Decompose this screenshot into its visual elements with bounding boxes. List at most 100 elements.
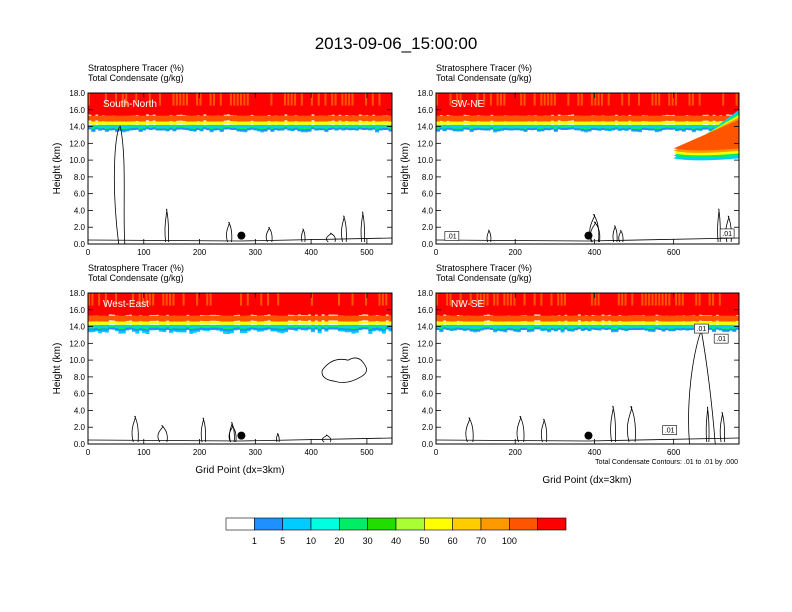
tracer-cell — [691, 129, 696, 132]
tracer-cell — [698, 115, 703, 122]
tracer-cell — [496, 115, 501, 123]
tracer-cell — [233, 293, 238, 316]
tracer-cell — [192, 321, 197, 326]
tracer-cell — [449, 326, 454, 329]
tracer-cell — [321, 93, 326, 116]
tracer-cell — [675, 127, 679, 130]
tracer-cell — [614, 321, 619, 327]
tracer-cell — [658, 321, 663, 325]
tracer-cell — [118, 115, 123, 123]
tracer-cell — [459, 121, 464, 126]
tracer-cell — [243, 315, 248, 323]
tracer-cell — [449, 328, 454, 331]
tracer-cell — [580, 128, 585, 131]
tracer-cell — [290, 325, 295, 328]
tracer-cell — [169, 315, 174, 323]
tracer-cell — [165, 327, 170, 330]
tracer-cell — [253, 315, 258, 321]
tracer-cell — [297, 128, 302, 131]
tracer-cell — [550, 121, 555, 125]
tracer-cell — [600, 293, 605, 315]
tracer-cell — [263, 326, 268, 329]
tracer-cell — [631, 115, 636, 123]
tracer-cell — [209, 321, 214, 325]
tracer-streak — [543, 93, 546, 106]
tracer-cell — [584, 326, 589, 329]
tracer-cell — [705, 115, 710, 121]
tracer-cell — [654, 321, 659, 324]
tracer-cell — [722, 327, 727, 330]
tracer-cell — [732, 293, 737, 317]
tracer-cell — [260, 121, 265, 127]
tracer-cell — [540, 321, 545, 326]
tracer-cell — [520, 315, 525, 322]
tracer-cell — [108, 293, 113, 315]
tracer-cell — [354, 315, 359, 323]
tracer-cell — [219, 326, 224, 329]
tracer-cell — [364, 321, 369, 324]
tracer-cell — [668, 315, 673, 323]
tracer-cell — [462, 326, 467, 329]
tracer-cell — [452, 321, 457, 326]
tracer-cell — [334, 128, 339, 131]
tracer-cell — [533, 115, 538, 122]
tracer-cell — [169, 121, 174, 125]
tracer-cell — [321, 321, 326, 324]
colorbar-swatch — [424, 517, 453, 531]
tracer-cell — [537, 321, 541, 324]
tracer-cell — [388, 127, 392, 130]
tracer-cell — [175, 115, 180, 121]
tracer-cell — [473, 329, 477, 332]
tracer-cell — [131, 93, 136, 116]
tracer-cell — [344, 321, 349, 326]
header-condensate: Total Condensate (g/kg) — [88, 273, 184, 283]
tracer-cell — [246, 321, 251, 325]
tracer-cell — [273, 128, 278, 131]
x-tick-label: 500 — [360, 448, 374, 457]
tracer-cell — [580, 328, 585, 331]
tracer-cell — [331, 125, 336, 128]
tracer-cell — [570, 327, 575, 330]
tracer-cell — [310, 328, 315, 331]
tracer-cell — [503, 126, 508, 129]
tracer-cell — [256, 115, 261, 123]
tracer-cell — [226, 321, 231, 327]
tracer-cell — [708, 326, 713, 329]
tracer-cell — [300, 321, 305, 325]
tracer-cell — [226, 93, 231, 115]
tracer-cell — [165, 315, 170, 321]
tracer-cell — [121, 328, 126, 331]
tracer-cell — [725, 93, 730, 115]
tracer-streak — [638, 93, 641, 106]
tracer-cell — [688, 126, 693, 129]
tracer-cell — [442, 321, 447, 324]
tracer-cell — [563, 93, 568, 116]
panel-label: South-North — [103, 99, 157, 110]
tracer-cell — [533, 327, 538, 330]
tracer-cell — [590, 327, 595, 330]
tracer-cell — [388, 321, 392, 325]
x-tick-label: 400 — [304, 448, 318, 457]
tracer-cell — [607, 315, 612, 321]
tracer-cell — [344, 115, 349, 121]
y-axis-title: Height (km) — [400, 343, 411, 395]
location-marker — [237, 231, 246, 240]
tracer-cell — [638, 328, 642, 331]
colorbar-swatch — [480, 517, 510, 531]
tracer-cell — [331, 321, 336, 324]
tracer-cell — [483, 327, 488, 330]
tracer-cell — [597, 315, 602, 322]
tracer-streak — [681, 293, 684, 306]
y-tick-label: 14.0 — [69, 323, 85, 332]
tracer-cell — [563, 126, 568, 129]
tracer-cell — [223, 321, 228, 326]
tracer-streak — [196, 293, 199, 306]
tracer-cell — [732, 329, 737, 332]
tracer-streak — [594, 293, 597, 306]
tracer-cell — [104, 128, 109, 131]
tracer-cell — [364, 126, 369, 129]
tracer-cell — [661, 328, 666, 331]
tracer-cell — [121, 121, 126, 127]
tracer-cell — [701, 115, 706, 121]
tracer-cell — [273, 326, 278, 329]
